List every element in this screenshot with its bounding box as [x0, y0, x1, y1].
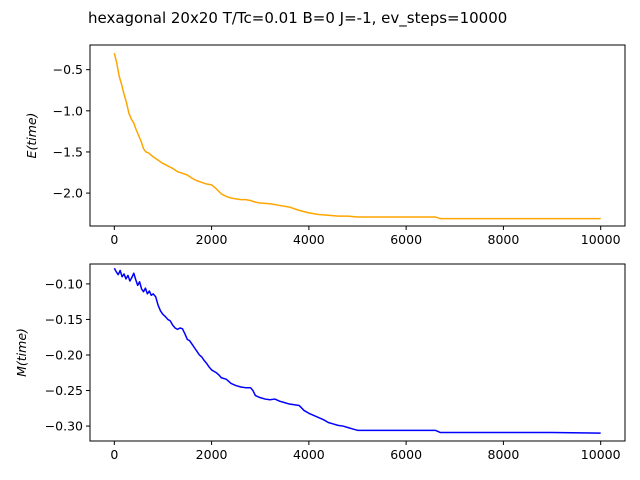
axes-frame: [89, 263, 626, 442]
x-tick-label: 8000: [488, 447, 520, 462]
y-tick-label: −0.30: [45, 419, 83, 434]
x-tick-label: 0: [110, 447, 118, 462]
figure-title: hexagonal 20x20 T/Tc=0.01 B=0 J=-1, ev_s…: [88, 9, 507, 28]
y-tick-label: −1.0: [53, 103, 83, 118]
y-tick-label: −0.5: [53, 62, 83, 77]
x-tick-label: 6000: [390, 232, 422, 247]
x-tick-label: 6000: [390, 447, 422, 462]
x-tick-label: 4000: [293, 232, 325, 247]
series-line-0: [113, 267, 601, 434]
energy-axes: 0 2000 4000 6000 8000 10000 −0.5 −1.0 −1.5 −2.0 E(…: [24, 44, 626, 247]
y-axis-label: E(time): [24, 113, 39, 159]
x-tick-label: 4000: [293, 447, 325, 462]
x-tick-label: 2000: [196, 447, 228, 462]
magnetization-axes: 0 2000 4000 6000 8000 10000 −0.10 −0.15 −0.20 −0.…: [14, 263, 626, 462]
y-tick-label: −0.25: [45, 383, 83, 398]
y-axis-label: M(time): [14, 328, 29, 377]
x-tick-label: 8000: [488, 232, 520, 247]
x-tick-label: 10000: [581, 232, 621, 247]
axes-frame: [89, 44, 626, 227]
y-tick-label: −0.10: [45, 276, 83, 291]
y-tick-label: −0.20: [45, 347, 83, 362]
x-tick-label: 0: [110, 232, 118, 247]
x-tick-label: 2000: [196, 232, 228, 247]
y-tick-label: −0.15: [45, 312, 83, 327]
y-tick-label: −1.5: [53, 144, 83, 159]
x-tick-label: 10000: [581, 447, 621, 462]
series-line-0: [113, 53, 601, 220]
y-tick-label: −2.0: [53, 186, 83, 201]
